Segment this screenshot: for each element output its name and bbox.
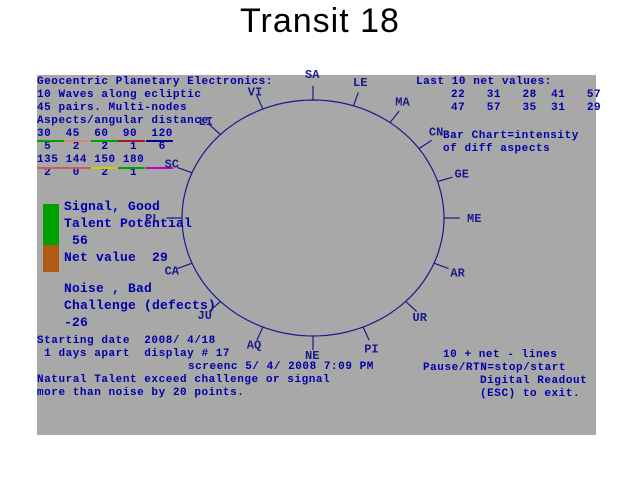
- svg-text:UR: UR: [413, 311, 428, 325]
- svg-text:ME: ME: [467, 212, 481, 226]
- svg-text:CN: CN: [429, 126, 443, 140]
- svg-text:AR: AR: [450, 266, 465, 280]
- svg-text:NE: NE: [305, 349, 319, 363]
- svg-text:VI: VI: [248, 86, 262, 100]
- svg-text:AQ: AQ: [247, 339, 261, 353]
- svg-text:SA: SA: [305, 68, 320, 82]
- svg-text:CA: CA: [165, 264, 180, 278]
- svg-text:PL: PL: [145, 212, 159, 226]
- svg-text:LE: LE: [353, 76, 367, 90]
- svg-text:JU: JU: [198, 309, 212, 323]
- svg-text:SC: SC: [165, 158, 179, 172]
- svg-text:LI: LI: [199, 115, 213, 129]
- svg-text:PI: PI: [364, 343, 378, 357]
- svg-text:GE: GE: [455, 168, 469, 182]
- svg-text:MA: MA: [395, 95, 410, 109]
